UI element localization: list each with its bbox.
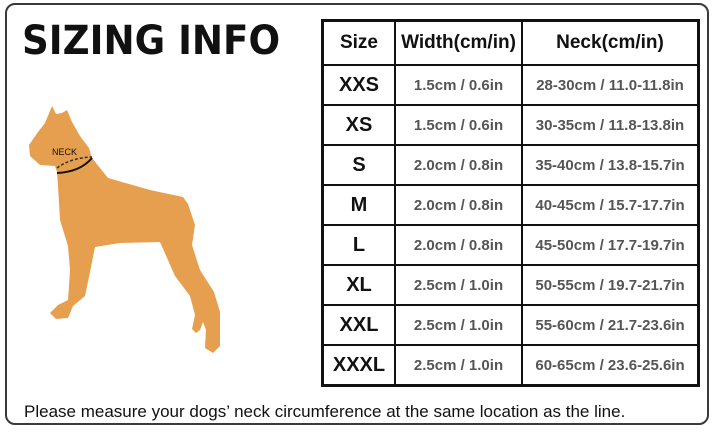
neck-line-icon <box>56 157 93 174</box>
border-frame <box>5 3 709 425</box>
table-row: L 2.0cm / 0.8in 45-50cm / 17.7-19.7in <box>321 224 700 266</box>
width-cell: 2.0cm / 0.8in <box>394 144 523 186</box>
neck-cell: 55-60cm / 21.7-23.6in <box>521 304 700 346</box>
width-cell: 1.5cm / 0.6in <box>394 64 523 106</box>
table-row: XXS 1.5cm / 0.6in 28-30cm / 11.0-11.8in <box>321 64 700 106</box>
size-cell: M <box>321 184 396 226</box>
neck-cell: 60-65cm / 23.6-25.6in <box>521 344 700 387</box>
size-table: Size Width(cm/in) Neck(cm/in) XXS 1.5cm /… <box>321 19 700 387</box>
neck-cell: 40-45cm / 15.7-17.7in <box>521 184 700 226</box>
neck-cell: 30-35cm / 11.8-13.8in <box>521 104 700 146</box>
width-cell: 2.0cm / 0.8in <box>394 184 523 226</box>
size-cell: S <box>321 144 396 186</box>
neck-dashed-line <box>56 156 93 169</box>
size-cell: XXL <box>321 304 396 346</box>
table-row: XS 1.5cm / 0.6in 30-35cm / 11.8-13.8in <box>321 104 700 146</box>
neck-cell: 28-30cm / 11.0-11.8in <box>521 64 700 106</box>
table-row: M 2.0cm / 0.8in 40-45cm / 15.7-17.7in <box>321 184 700 226</box>
neck-cell: 50-55cm / 19.7-21.7in <box>521 264 700 306</box>
size-cell: XXXL <box>321 344 396 387</box>
page-title: SIZING INFO <box>22 18 281 64</box>
table-header-row: Size Width(cm/in) Neck(cm/in) <box>321 19 700 66</box>
size-cell: L <box>321 224 396 266</box>
width-cell: 2.5cm / 1.0in <box>394 344 523 387</box>
width-cell: 2.5cm / 1.0in <box>394 304 523 346</box>
dog-illustration: NECK <box>29 106 220 353</box>
neck-cell: 45-50cm / 17.7-19.7in <box>521 224 700 266</box>
width-cell: 1.5cm / 0.6in <box>394 104 523 146</box>
table-row: XXL 2.5cm / 1.0in 55-60cm / 21.7-23.6in <box>321 304 700 346</box>
size-cell: XL <box>321 264 396 306</box>
table-row: S 2.0cm / 0.8in 35-40cm / 13.8-15.7in <box>321 144 700 186</box>
table-row: XL 2.5cm / 1.0in 50-55cm / 19.7-21.7in <box>321 264 700 306</box>
header-size: Size <box>321 19 396 66</box>
width-cell: 2.0cm / 0.8in <box>394 224 523 266</box>
header-neck: Neck(cm/in) <box>521 19 700 66</box>
neck-label: NECK <box>52 147 77 157</box>
header-width: Width(cm/in) <box>394 19 523 66</box>
neck-cell: 35-40cm / 13.8-15.7in <box>521 144 700 186</box>
size-cell: XXS <box>321 64 396 106</box>
size-cell: XS <box>321 104 396 146</box>
width-cell: 2.5cm / 1.0in <box>394 264 523 306</box>
measure-instructions: Please measure your dogs’ neck circumfer… <box>24 402 626 421</box>
table-row: XXXL 2.5cm / 1.0in 60-65cm / 23.6-25.6in <box>321 344 700 387</box>
dog-silhouette <box>29 106 220 353</box>
